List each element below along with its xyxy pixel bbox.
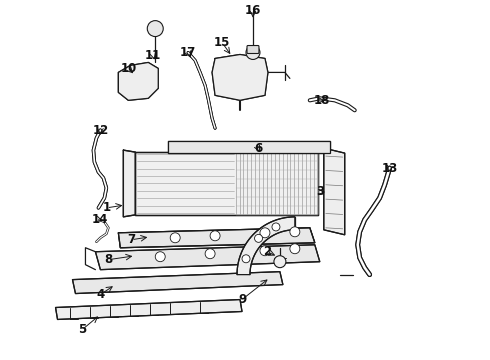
Text: 10: 10 [120, 62, 136, 75]
Polygon shape [55, 300, 242, 319]
FancyBboxPatch shape [247, 45, 259, 54]
Text: 18: 18 [314, 94, 330, 107]
Text: 13: 13 [381, 162, 398, 175]
Circle shape [274, 256, 286, 268]
Circle shape [260, 246, 270, 256]
Text: 5: 5 [78, 323, 87, 336]
Text: 7: 7 [127, 233, 135, 246]
Circle shape [255, 234, 263, 242]
Text: 11: 11 [145, 49, 161, 62]
Polygon shape [168, 141, 330, 153]
Text: 9: 9 [238, 293, 246, 306]
Circle shape [290, 227, 300, 237]
Circle shape [170, 233, 180, 243]
Polygon shape [237, 217, 295, 275]
Polygon shape [73, 272, 283, 293]
Text: 3: 3 [316, 185, 324, 198]
Text: 1: 1 [102, 201, 110, 215]
Polygon shape [135, 152, 318, 215]
Circle shape [246, 45, 260, 59]
Circle shape [155, 252, 165, 262]
Circle shape [290, 244, 300, 254]
Polygon shape [119, 62, 158, 100]
Text: 16: 16 [245, 4, 261, 17]
Polygon shape [119, 228, 315, 248]
Circle shape [242, 255, 250, 263]
Text: 14: 14 [91, 213, 108, 226]
Polygon shape [96, 245, 320, 270]
Text: 15: 15 [214, 36, 230, 49]
Polygon shape [123, 150, 135, 217]
Text: 2: 2 [263, 245, 271, 258]
Text: 12: 12 [92, 124, 109, 137]
Polygon shape [295, 152, 325, 153]
Text: 6: 6 [254, 141, 262, 155]
Circle shape [260, 228, 270, 238]
Circle shape [147, 21, 163, 37]
Text: 17: 17 [180, 46, 196, 59]
Polygon shape [119, 228, 315, 248]
Circle shape [205, 249, 215, 259]
Polygon shape [212, 54, 268, 100]
Circle shape [210, 231, 220, 241]
Text: 8: 8 [104, 253, 113, 266]
Polygon shape [324, 148, 345, 235]
Text: 4: 4 [97, 288, 104, 301]
Circle shape [272, 223, 280, 231]
